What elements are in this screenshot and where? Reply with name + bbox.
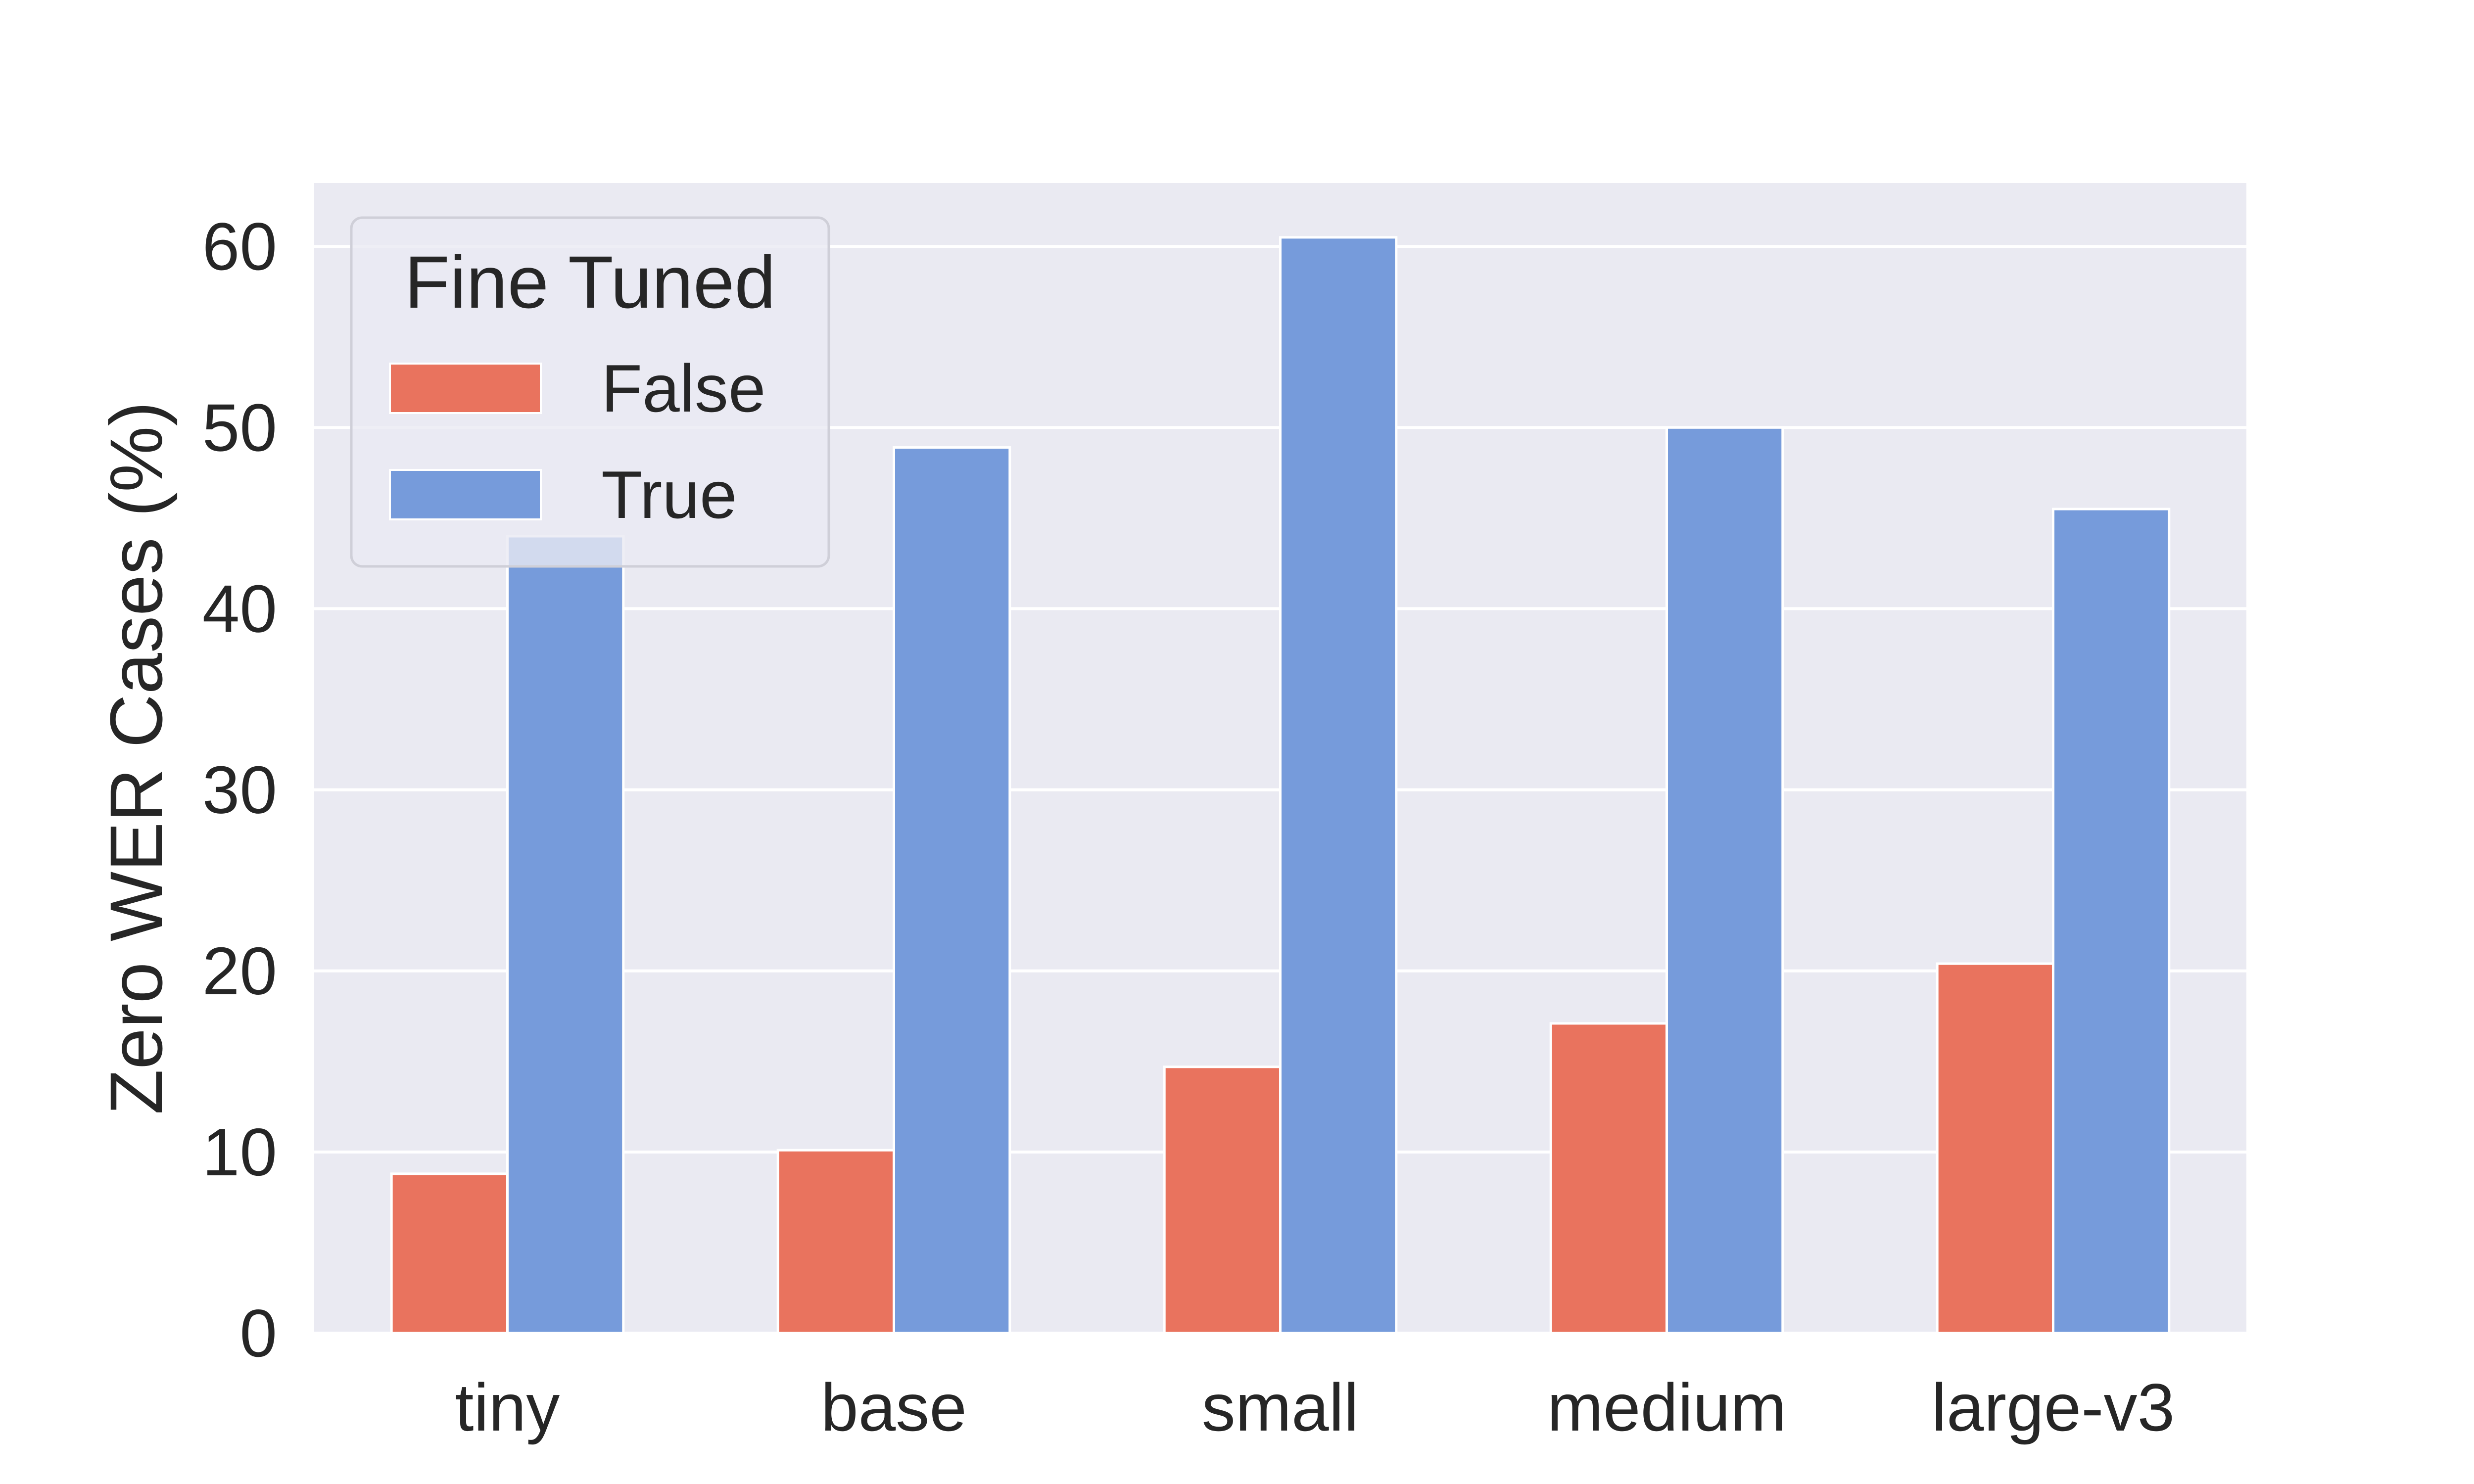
- bar-large-v3-false: [1936, 962, 2054, 1335]
- bar-medium-false: [1549, 1022, 1668, 1335]
- y-tick-label-50: 50: [202, 390, 277, 465]
- y-tick-labels: 0 10 20 30 40 50 60: [202, 209, 277, 1371]
- bar-large-v3-true: [2052, 508, 2171, 1335]
- legend-label-false: False: [601, 351, 766, 426]
- x-category-labels: tiny base small medium large-v3: [455, 1370, 2175, 1445]
- legend-swatch-false: [389, 363, 542, 414]
- bar-tiny-true: [506, 535, 625, 1335]
- legend: Fine Tuned False True: [350, 216, 830, 568]
- bar-tiny-false: [390, 1172, 509, 1335]
- x-category-label-tiny: tiny: [455, 1370, 560, 1445]
- legend-title: Fine Tuned: [404, 240, 776, 324]
- y-axis-label: Zero WER Cases (%): [95, 402, 178, 1115]
- bar-base-false: [776, 1149, 895, 1335]
- legend-label-true: True: [601, 457, 737, 532]
- bar-small-true: [1279, 236, 1398, 1335]
- legend-items: False True: [389, 351, 766, 532]
- y-tick-label-60: 60: [202, 209, 277, 284]
- bar-base-true: [893, 446, 1011, 1335]
- x-category-label-base: base: [821, 1370, 967, 1445]
- y-tick-label-10: 10: [202, 1114, 277, 1190]
- y-tick-label-0: 0: [239, 1296, 277, 1371]
- legend-swatch-true: [389, 469, 542, 520]
- x-category-label-medium: medium: [1547, 1370, 1787, 1445]
- bars: [390, 236, 2171, 1335]
- x-category-label-small: small: [1202, 1370, 1359, 1445]
- y-tick-label-40: 40: [202, 571, 277, 646]
- y-tick-label-30: 30: [202, 752, 277, 828]
- bar-medium-true: [1665, 426, 1784, 1335]
- y-tick-label-20: 20: [202, 933, 277, 1009]
- bar-small-false: [1163, 1066, 1282, 1335]
- x-category-label-large-v3: large-v3: [1932, 1370, 2175, 1445]
